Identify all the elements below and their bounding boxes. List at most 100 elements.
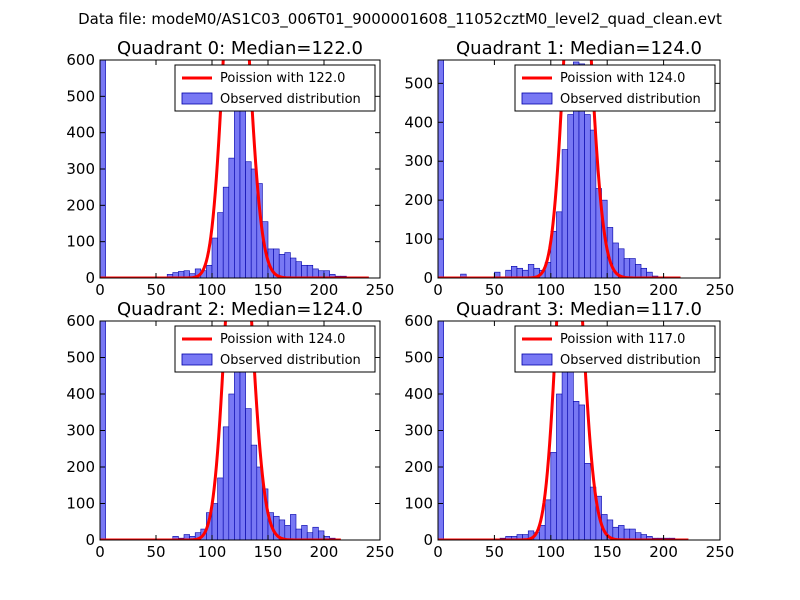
x-tick-label: 100 [536, 543, 565, 561]
histogram-bar [460, 273, 467, 278]
legend-bar-swatch [521, 353, 553, 366]
y-tick-label: 600 [404, 312, 433, 330]
histogram-bar [222, 426, 230, 540]
figure-suptitle: Data file: modeM0/AS1C03_006T01_90000016… [78, 10, 722, 29]
legend-label-observed: Observed distribution [560, 353, 701, 368]
subplot-title: Quadrant 0: Median=122.0 [117, 38, 363, 59]
y-tick-label: 500 [404, 349, 433, 367]
y-tick-label: 100 [66, 495, 95, 513]
legend: Poission with 122.0 Observed distribution [174, 64, 376, 112]
histogram-bar [301, 525, 308, 540]
histogram-bar [629, 258, 636, 278]
x-tick-label: 100 [198, 543, 227, 561]
histogram-bar [623, 528, 631, 540]
histogram-bar [295, 261, 302, 278]
histogram-bar [635, 264, 642, 278]
y-tick-label: 500 [66, 87, 95, 105]
histogram-bar [217, 477, 224, 540]
y-tick-label: 300 [404, 152, 433, 170]
histogram-bar [578, 404, 585, 540]
legend: Poission with 124.0 Observed distribution [174, 325, 376, 373]
legend-bar-swatch [181, 353, 213, 366]
legend-label-observed: Observed distribution [560, 92, 701, 107]
histogram-bar [228, 393, 235, 540]
x-tick-label: 100 [536, 281, 565, 299]
y-tick-label: 600 [66, 312, 95, 330]
histogram-bar [234, 353, 241, 540]
y-tick-label: 100 [66, 233, 95, 251]
y-tick-label: 500 [66, 349, 95, 367]
x-tick-label: 150 [593, 281, 622, 299]
x-tick-label: 200 [649, 281, 678, 299]
histogram-bar [206, 264, 213, 278]
histogram-bar [623, 258, 631, 278]
x-tick-label: 50 [146, 281, 165, 299]
x-tick-label: 50 [146, 543, 165, 561]
histogram-bar [573, 400, 580, 540]
x-tick-label: 150 [254, 281, 283, 299]
quadrant-2-panel: 0 50 100 150 200 250 0 100 200 300 400 500 600 Quadra… [66, 299, 395, 561]
histogram-bar [584, 114, 591, 278]
x-tick-label: 100 [198, 281, 227, 299]
histogram-bar [527, 264, 535, 278]
histogram-bar [567, 360, 574, 540]
legend: Poission with 117.0 Observed distribution [514, 325, 716, 373]
histogram-bar [511, 266, 518, 278]
y-tick-label: 200 [66, 196, 95, 214]
x-tick-label: 250 [366, 543, 395, 561]
x-tick-label: 200 [310, 281, 339, 299]
y-tick-label: 200 [404, 458, 433, 476]
y-tick-label: 300 [404, 422, 433, 440]
y-tick-label: 0 [423, 269, 433, 287]
histogram-bar [618, 525, 625, 540]
y-tick-label: 400 [404, 113, 433, 131]
subplot-title: Quadrant 2: Median=124.0 [117, 299, 363, 320]
subplot-title: Quadrant 1: Median=124.0 [456, 38, 702, 59]
y-tick-label: 0 [85, 531, 95, 549]
x-tick-label: 200 [310, 543, 339, 561]
subplot-grid: 0 50 100 150 200 2500100200300400500600Quadra… [66, 38, 735, 561]
quadrant-1-panel: 0 50 100 150 200 250 0 100 200 300 400 500 Quadrant … [404, 38, 735, 299]
x-tick-label: 0 [95, 281, 105, 299]
histogram-bar [539, 525, 546, 540]
histogram-bar [438, 60, 444, 278]
x-tick-label: 0 [95, 543, 105, 561]
histogram-bar [556, 211, 563, 278]
y-tick-label: 400 [66, 385, 95, 403]
quadrant-0-panel: 0 50 100 150 200 250 0 100 200 300 400 500 600 Quadra… [66, 38, 394, 299]
histogram-bar [250, 444, 258, 540]
legend-label-observed: Observed distribution [220, 92, 361, 107]
histogram-bar [211, 237, 218, 278]
histogram-bar [290, 514, 297, 540]
legend-bar-swatch [521, 92, 553, 105]
histogram-bar [544, 499, 552, 540]
histogram-bar [228, 157, 235, 278]
legend-label-poisson: Poission with 122.0 [220, 71, 345, 86]
x-tick-label: 150 [593, 543, 622, 561]
y-tick-label: 100 [404, 230, 433, 248]
subplot-title: Quadrant 3: Median=117.0 [456, 299, 702, 320]
histogram-bar [301, 264, 308, 278]
histogram-bar [550, 452, 557, 540]
x-tick-label: 250 [706, 281, 735, 299]
legend-label-poisson: Poission with 117.0 [560, 332, 685, 347]
x-tick-label: 0 [433, 281, 443, 299]
y-tick-label: 0 [423, 531, 433, 549]
y-tick-label: 200 [66, 458, 95, 476]
y-tick-label: 200 [404, 191, 433, 209]
histogram-bar [284, 525, 291, 540]
histogram-bar [284, 252, 291, 278]
histogram-bar [589, 129, 597, 278]
x-tick-label: 250 [706, 543, 735, 561]
histogram-bar [245, 408, 252, 540]
x-tick-label: 50 [485, 281, 504, 299]
legend-label-poisson: Poission with 124.0 [220, 332, 345, 347]
y-tick-label: 100 [404, 495, 433, 513]
x-tick-label: 200 [649, 543, 678, 561]
x-tick-label: 0 [433, 543, 443, 561]
histogram-bar [290, 257, 297, 278]
quadrant-3-panel: 0 50 100 150 200 250 0 100 200 300 400 500 600 Quadra… [404, 299, 735, 561]
y-tick-label: 300 [66, 160, 95, 178]
legend: Poission with 124.0 Observed distribution [514, 64, 716, 112]
